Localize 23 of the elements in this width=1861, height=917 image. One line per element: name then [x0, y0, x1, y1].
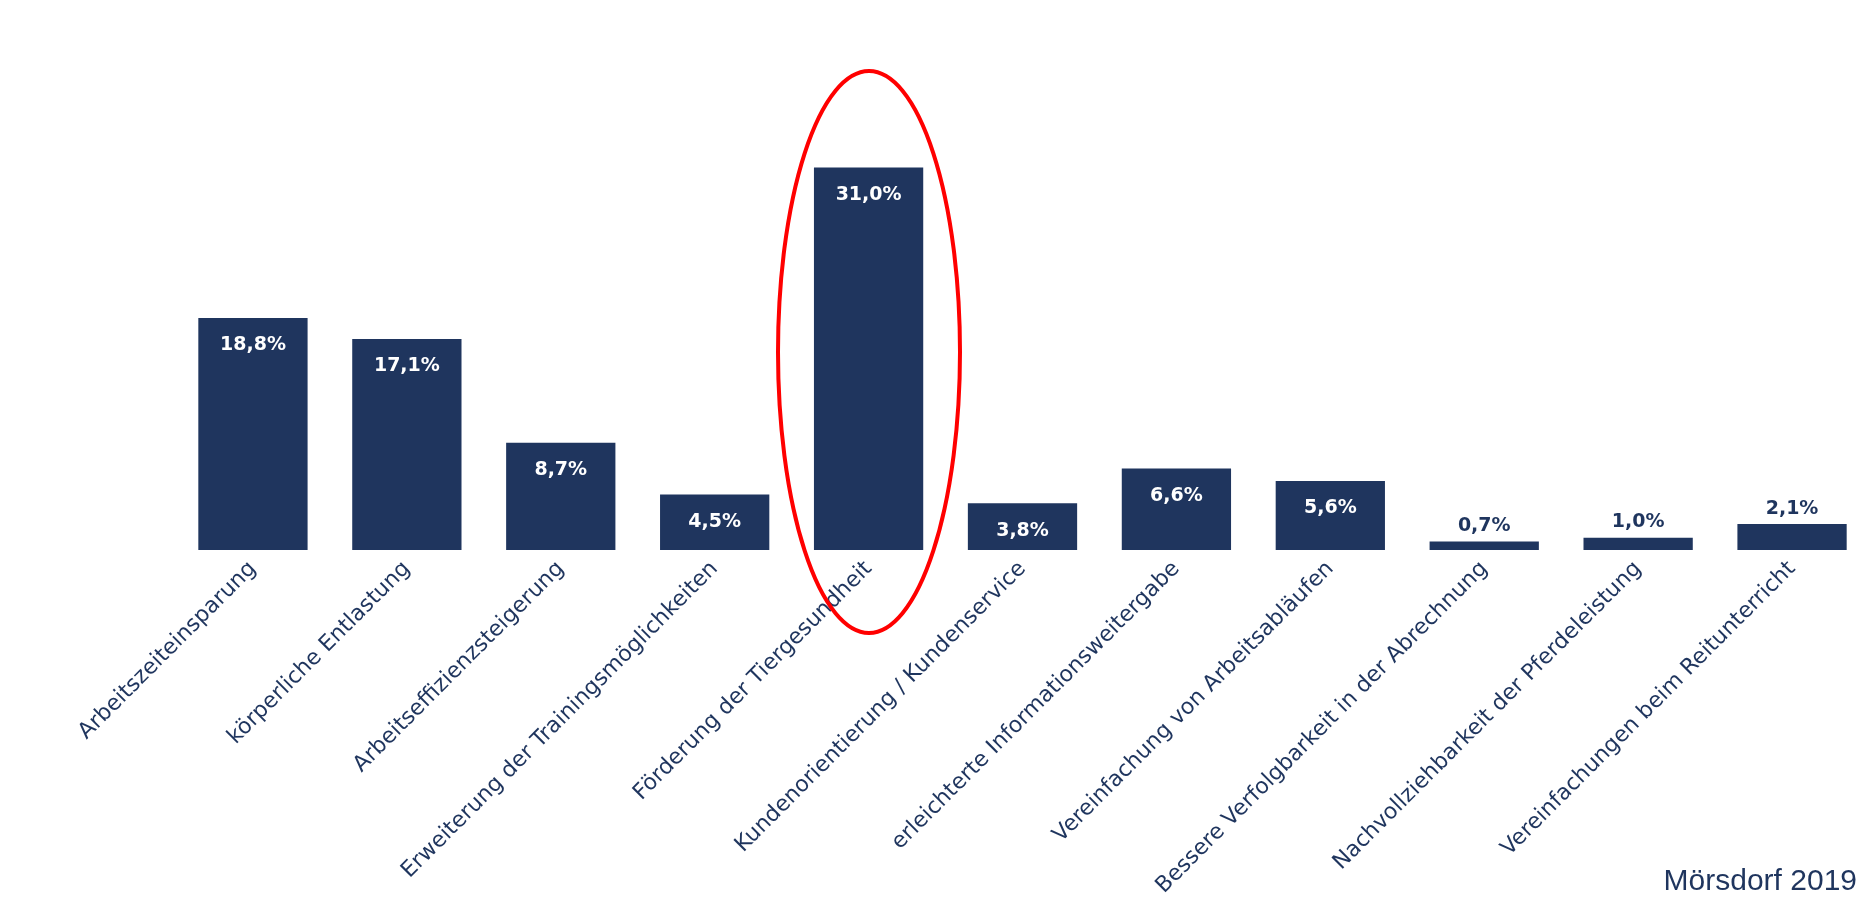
- data-label: 17,1%: [373, 353, 440, 376]
- data-label: 6,6%: [1150, 483, 1203, 505]
- bar: [1275, 480, 1385, 551]
- data-label: 0,7%: [1457, 512, 1511, 535]
- bar: [352, 338, 462, 551]
- bar: [1737, 524, 1847, 551]
- bar: [198, 317, 308, 551]
- bar: [660, 494, 770, 551]
- text: Mörsdorf 2019: [1663, 863, 1857, 897]
- data-label: 5,6%: [1303, 495, 1357, 518]
- bar: [1121, 468, 1232, 551]
- bar: [967, 503, 1078, 551]
- data-label: 3,8%: [996, 517, 1049, 540]
- bar: [813, 167, 924, 551]
- data-label: 1,0%: [1611, 509, 1665, 532]
- data-label: 18,8%: [219, 332, 286, 355]
- data-label: 8,7%: [534, 457, 588, 480]
- bar: [1583, 537, 1693, 551]
- data-label: 2,1%: [1765, 495, 1819, 518]
- bar: [506, 442, 616, 551]
- bar: [1429, 541, 1539, 551]
- data-label: 31,0%: [835, 181, 902, 204]
- data-label: 4,5%: [688, 508, 742, 531]
